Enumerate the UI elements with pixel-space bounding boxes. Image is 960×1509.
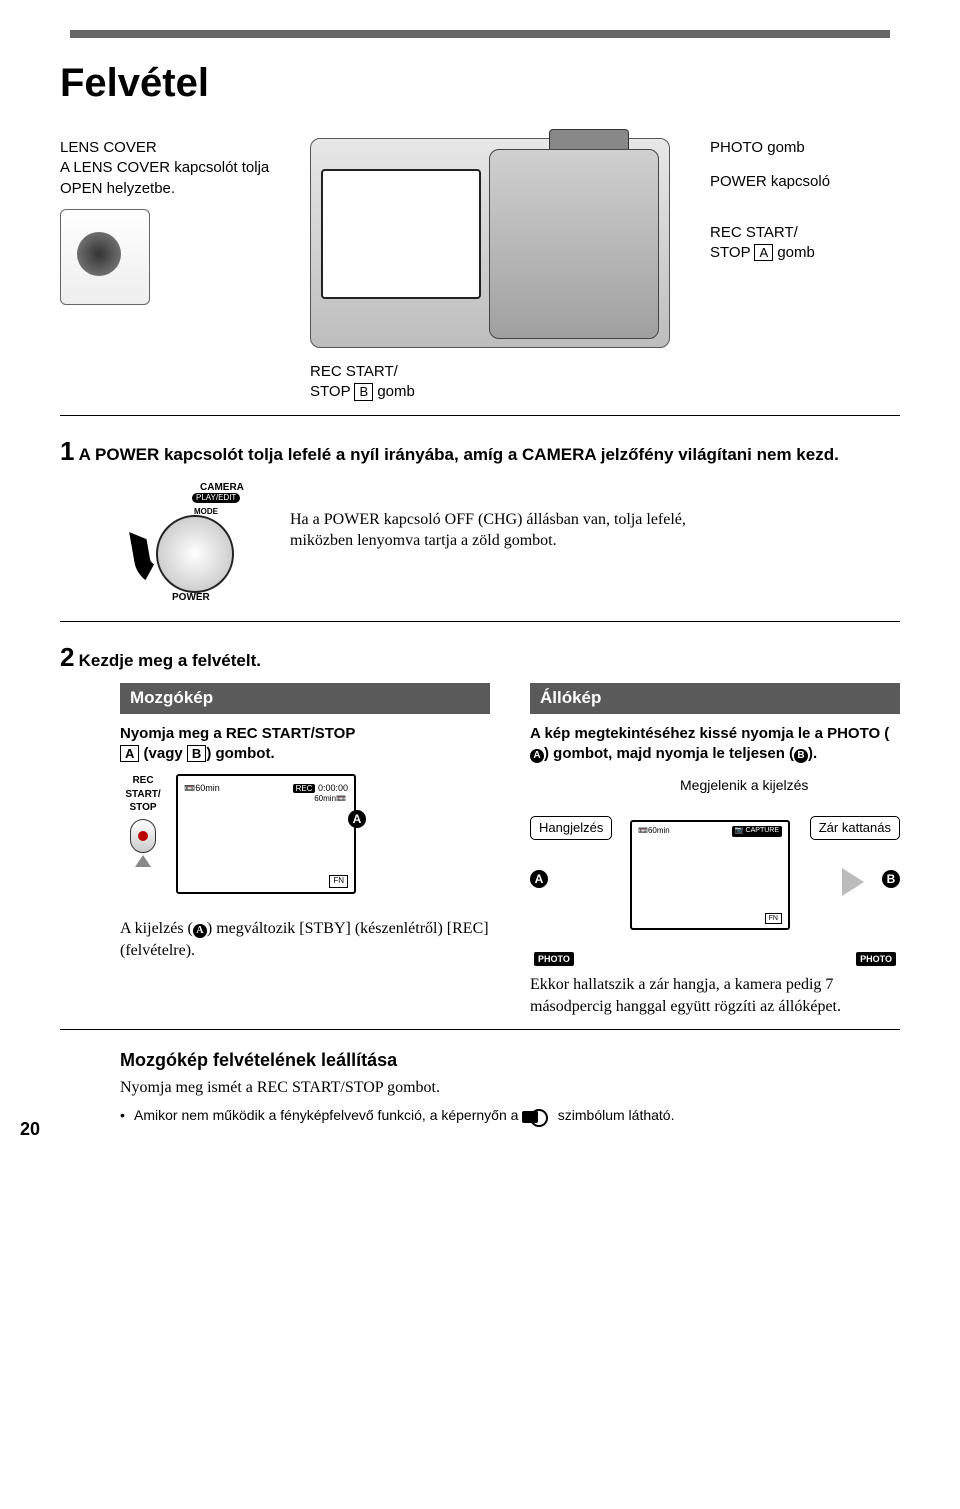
stop-recording-body: Nyomja meg ismét a REC START/STOP gombot… <box>120 1077 540 1099</box>
rec-start-stop-b-label: REC START/ STOP B gomb <box>310 362 900 403</box>
lcd-screen-video: 📼60min REC 0:00:00 60min📼 FN <box>176 774 356 894</box>
indicator-a: A <box>530 870 548 888</box>
step-1-note: Ha a POWER kapcsoló OFF (CHG) állásban v… <box>290 479 730 552</box>
rec-start-stop-a-label: REC START/ STOP A gomb <box>710 223 900 264</box>
appears-label: Megjelenik a kijelzés <box>680 776 808 795</box>
power-switch-label: POWER kapcsoló <box>710 172 900 192</box>
camera-off-icon <box>522 1111 538 1123</box>
stop-recording-header: Mozgókép felvételének leállítása <box>120 1048 900 1072</box>
still-after-text: Ekkor hallatszik a zár hangja, a kamera … <box>530 974 900 1017</box>
stop-recording-section: Mozgókép felvételének leállítása Nyomja … <box>120 1048 900 1125</box>
video-note: A kijelzés (A) megváltozik [STBY] (késze… <box>120 918 490 961</box>
step-1: 1 A POWER kapcsolót tolja lefelé a nyíl … <box>60 434 900 469</box>
arrow-right-icon <box>842 868 864 896</box>
lcd-screen-still: 📼60min 📷 CAPTURE FN <box>630 820 790 930</box>
photo-label-right: PHOTO <box>856 952 896 966</box>
lens-cover-illustration <box>60 209 150 305</box>
stop-recording-bullet: Amikor nem működik a fényképfelvevő funk… <box>120 1106 900 1125</box>
step-2-text: Kezdje meg a felvételt. <box>79 651 261 670</box>
video-screen-row: REC START/ STOP 📼60min REC 0:00:00 60min… <box>120 774 490 894</box>
indicator-b: B <box>882 870 900 888</box>
divider <box>60 1029 900 1030</box>
beep-label: Hangjelzés <box>530 816 612 840</box>
lens-cover-label: LENS COVER A LENS COVER kapcsolót tolja … <box>60 138 270 199</box>
power-dial-illustration: CAMERA PLAY/EDIT MODE POWER <box>120 479 270 609</box>
header-rule <box>70 30 890 38</box>
step-2-number: 2 <box>60 642 74 672</box>
shutter-label: Zár kattanás <box>810 816 900 840</box>
video-column: Mozgókép Nyomja meg a REC START/STOP A (… <box>120 683 490 1018</box>
still-header: Állókép <box>530 683 900 714</box>
step-2: 2 Kezdje meg a felvételt. <box>60 640 900 675</box>
page-title: Felvétel <box>60 56 900 110</box>
divider <box>60 621 900 622</box>
photo-button-label: PHOTO gomb <box>710 138 900 158</box>
video-instruction: Nyomja meg a REC START/STOP A (vagy B) g… <box>120 724 490 765</box>
step-1-detail: CAMERA PLAY/EDIT MODE POWER Ha a POWER k… <box>120 479 900 609</box>
photo-label-left: PHOTO <box>534 952 574 966</box>
video-header: Mozgókép <box>120 683 490 714</box>
camcorder-illustration <box>310 138 670 348</box>
rec-button-icon: REC START/ STOP <box>120 774 166 867</box>
divider <box>60 415 900 416</box>
step-1-number: 1 <box>60 436 74 466</box>
still-column: Állókép A kép megtekintéséhez kissé nyom… <box>530 683 900 1018</box>
step-1-text: A POWER kapcsolót tolja lefelé a nyíl ir… <box>79 445 839 464</box>
hero-diagram: LENS COVER A LENS COVER kapcsolót tolja … <box>60 138 900 348</box>
page-number: 20 <box>20 1117 40 1141</box>
indicator-a: A <box>348 810 366 828</box>
still-instruction: A kép megtekintéséhez kissé nyomja le a … <box>530 724 900 765</box>
photo-diagram: Megjelenik a kijelzés Hangjelzés Zár kat… <box>530 776 900 966</box>
